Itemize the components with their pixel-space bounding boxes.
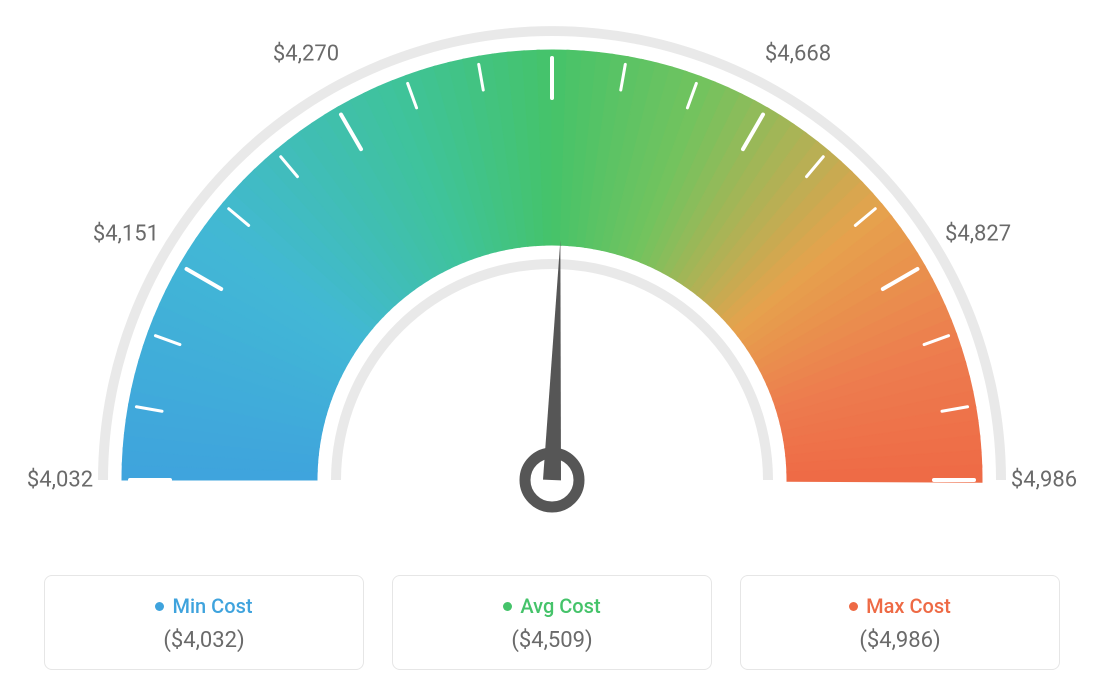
legend-card-avg-cost: Avg Cost ($4,509) [392,575,712,670]
gauge-tick-label: $4,668 [765,41,831,66]
legend-card-min-cost: Min Cost ($4,032) [44,575,364,670]
gauge-tick-label: $4,827 [945,222,1011,247]
gauge-needle [525,240,579,507]
legend-title-text: Min Cost [172,594,252,618]
gauge-svg [0,0,1104,560]
legend-title-text: Max Cost [866,594,951,618]
gauge-chart: $4,032 $4,151 $4,270 $4,509 $4,668 $4,827 $4,9… [0,0,1104,560]
gauge-tick-label: $4,151 [93,222,159,247]
legend-value: ($4,032) [57,628,351,653]
gauge-tick-label: $4,509 [519,0,585,1]
legend-value: ($4,986) [753,628,1047,653]
legend-dot-icon [155,602,164,611]
legend-title: Max Cost [849,594,951,618]
legend-row: Min Cost ($4,032) Avg Cost ($4,509) Max Cost… [0,575,1104,670]
gauge-tick-label: $4,986 [1011,468,1077,493]
gauge-tick-label: $4,270 [273,41,339,66]
legend-title: Avg Cost [503,594,600,618]
legend-title-text: Avg Cost [520,594,600,618]
gauge-tick-label: $4,032 [27,468,93,493]
legend-title: Min Cost [155,594,252,618]
legend-card-max-cost: Max Cost ($4,986) [740,575,1060,670]
legend-value: ($4,509) [405,628,699,653]
legend-dot-icon [849,602,858,611]
legend-dot-icon [503,602,512,611]
